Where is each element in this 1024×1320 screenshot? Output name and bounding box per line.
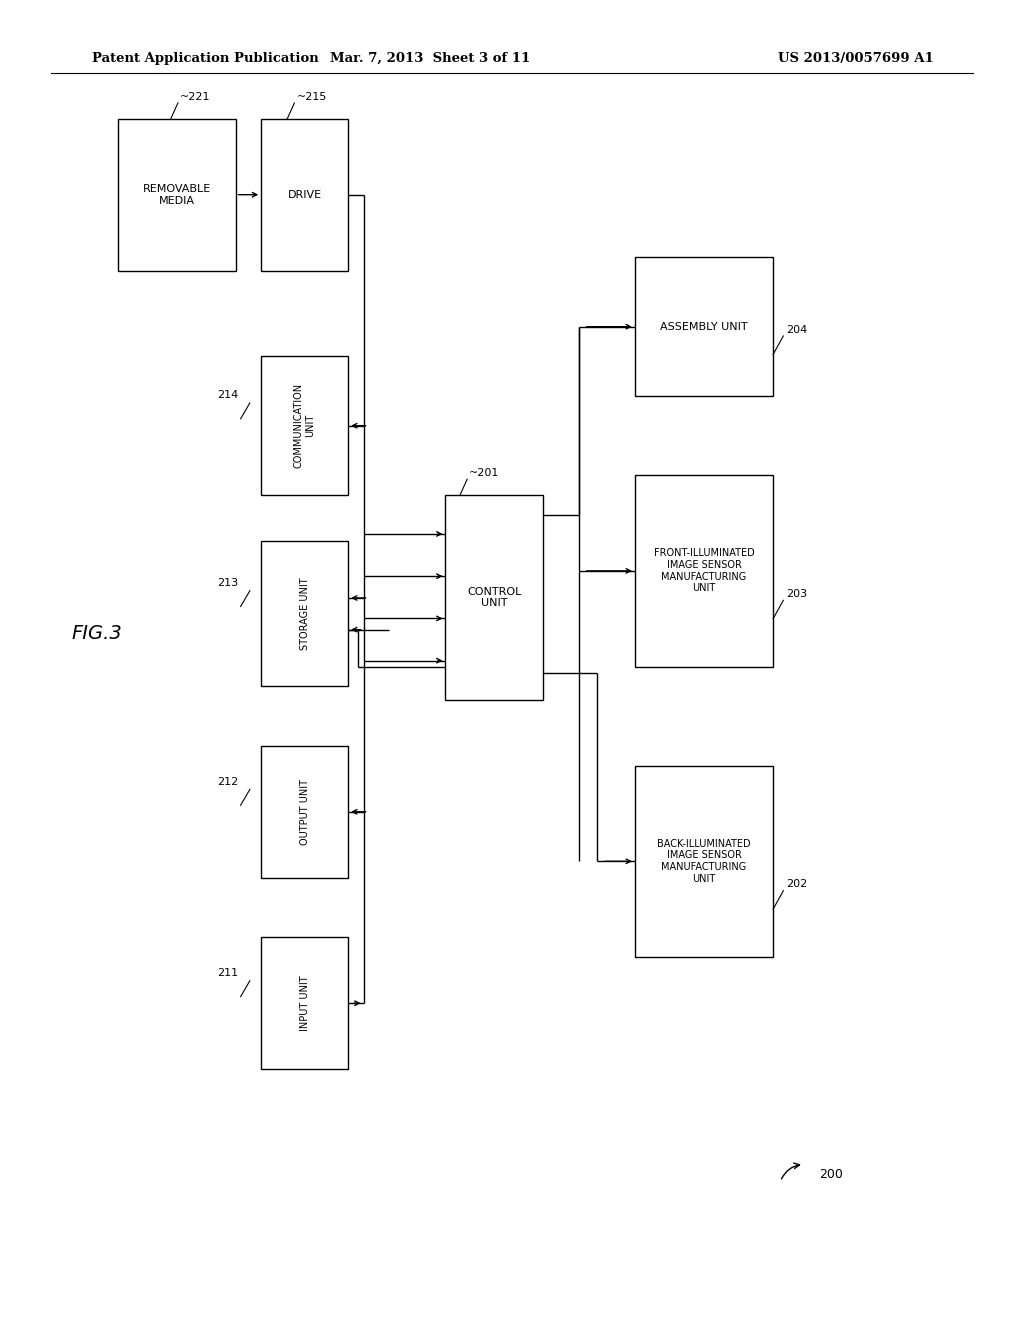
Text: 202: 202 (786, 879, 808, 890)
Bar (261, 119, 348, 271)
Text: FIG.3: FIG.3 (72, 624, 123, 643)
Text: CONTROL
UNIT: CONTROL UNIT (467, 586, 521, 609)
Text: US 2013/0057699 A1: US 2013/0057699 A1 (778, 51, 934, 65)
Bar (635, 257, 773, 396)
Text: REMOVABLE
MEDIA: REMOVABLE MEDIA (142, 183, 211, 206)
Text: 200: 200 (819, 1168, 843, 1181)
Text: FRONT-ILLUMINATED
IMAGE SENSOR
MANUFACTURING
UNIT: FRONT-ILLUMINATED IMAGE SENSOR MANUFACTU… (653, 549, 755, 593)
Text: COMMUNICATION
UNIT: COMMUNICATION UNIT (294, 383, 315, 469)
Text: ~221: ~221 (180, 91, 211, 102)
Bar (635, 766, 773, 957)
Text: 204: 204 (786, 325, 808, 335)
Bar (445, 495, 543, 700)
Text: 211: 211 (217, 968, 239, 978)
Text: 214: 214 (217, 391, 239, 400)
Text: DRIVE: DRIVE (288, 190, 322, 199)
Text: INPUT UNIT: INPUT UNIT (300, 975, 309, 1031)
Text: ~201: ~201 (469, 467, 500, 478)
Text: 213: 213 (217, 578, 239, 589)
Text: Patent Application Publication: Patent Application Publication (92, 51, 318, 65)
Text: 203: 203 (786, 589, 808, 599)
Bar (261, 937, 348, 1069)
Text: Mar. 7, 2013  Sheet 3 of 11: Mar. 7, 2013 Sheet 3 of 11 (330, 51, 530, 65)
Bar (118, 119, 236, 271)
Text: 212: 212 (217, 776, 239, 787)
Bar (261, 356, 348, 495)
Text: BACK-ILLUMINATED
IMAGE SENSOR
MANUFACTURING
UNIT: BACK-ILLUMINATED IMAGE SENSOR MANUFACTUR… (657, 840, 751, 883)
Bar (635, 475, 773, 667)
Text: OUTPUT UNIT: OUTPUT UNIT (300, 779, 309, 845)
Text: ASSEMBLY UNIT: ASSEMBLY UNIT (660, 322, 748, 331)
Bar (261, 541, 348, 686)
Text: STORAGE UNIT: STORAGE UNIT (300, 577, 309, 651)
Bar (261, 746, 348, 878)
Text: ~215: ~215 (297, 91, 327, 102)
